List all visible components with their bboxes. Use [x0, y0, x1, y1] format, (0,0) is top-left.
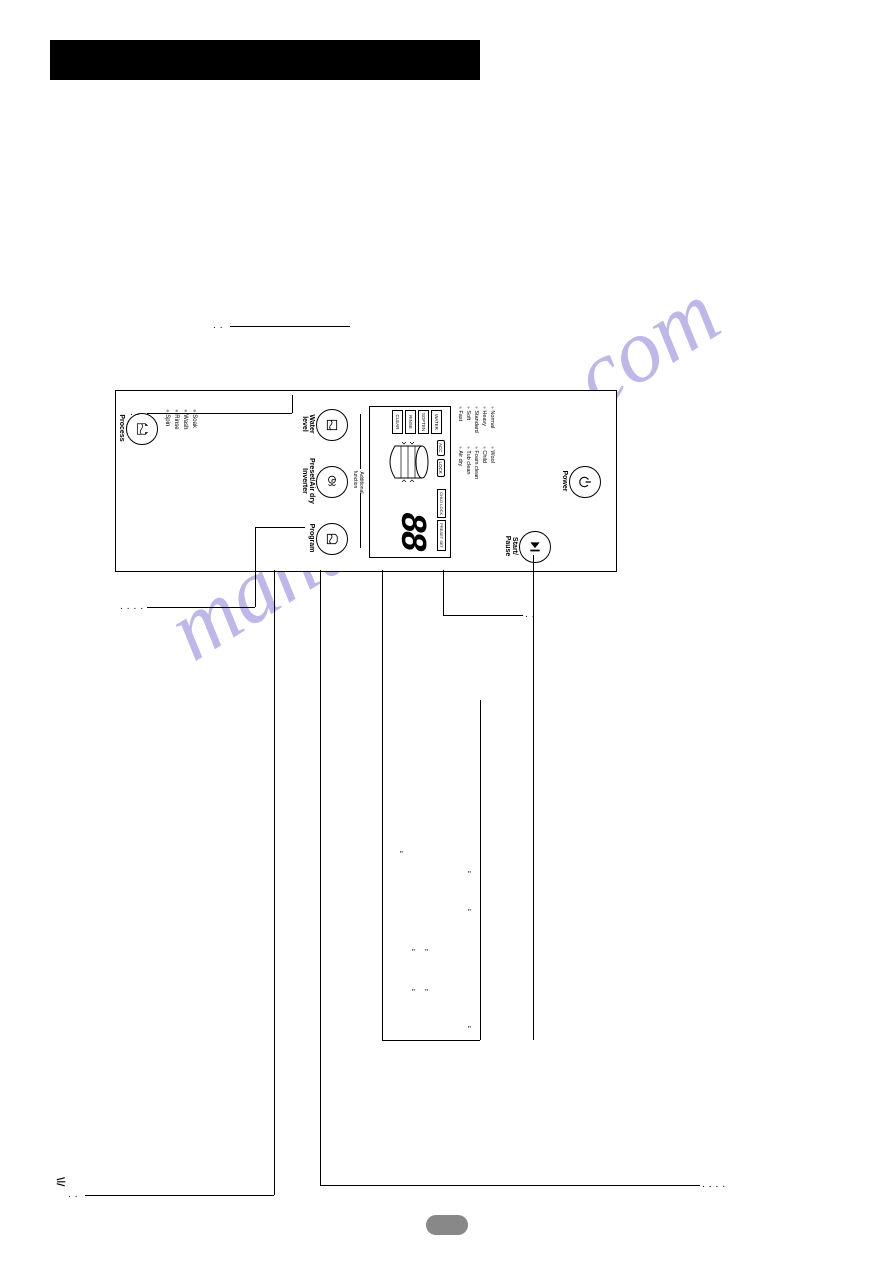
- callout-line: [147, 413, 292, 414]
- preset-airdry-button: [316, 466, 348, 498]
- callout-line: [85, 1195, 274, 1196]
- callout-line: [480, 700, 481, 1040]
- callout-dots: ..: [68, 1189, 82, 1200]
- callout-dots: ..: [525, 609, 539, 620]
- callout-line: [255, 527, 305, 528]
- program-icon: [325, 532, 339, 546]
- callout-dots: ": [468, 1025, 475, 1034]
- callout-line: [443, 570, 444, 615]
- display-screen: WATER SOFTEN RINSE CLEAR ACC LOCK CHLD L…: [369, 406, 451, 558]
- callout-line: [382, 570, 383, 1040]
- start-pause-icon: [528, 540, 542, 554]
- callout-line: [533, 555, 534, 1040]
- power-label: Power: [561, 456, 568, 506]
- preset-icon: [325, 475, 339, 489]
- preset-airdry-label: Preset/Air dry Inverter: [301, 451, 315, 511]
- callout-dots: " ": [412, 988, 432, 997]
- display-top-left: ACC LOCK: [437, 440, 445, 477]
- program-button: [316, 523, 348, 555]
- callout-line: [147, 607, 255, 608]
- callout-dots: ..: [130, 407, 144, 418]
- callout-line: [292, 395, 293, 413]
- callout-line: [274, 570, 275, 1195]
- program-label: Program: [308, 513, 315, 563]
- power-button: [569, 466, 601, 498]
- display-top-right: CHLD LOCK PRESET SET: [437, 489, 446, 551]
- callout-dots: ....: [702, 1179, 729, 1190]
- display-left-labels: WATER SOFTEN RINSE CLEAR: [390, 410, 442, 434]
- water-level-button: [316, 409, 348, 441]
- callout-line: [230, 326, 350, 327]
- note-icon: ⚟: [55, 1175, 68, 1192]
- start-pause-label: Start/ Pause: [504, 521, 518, 571]
- display-digits: 88: [391, 512, 432, 549]
- callout-line: [320, 1185, 700, 1186]
- callout-dots: ....: [120, 601, 147, 612]
- power-icon: [578, 475, 592, 489]
- water-level-label: Water level: [301, 399, 315, 449]
- callout-dots: ": [400, 850, 407, 859]
- callout-line: [320, 570, 321, 1185]
- process-label: Process: [118, 403, 125, 453]
- callout-dots: ..: [213, 320, 227, 331]
- process-icon: [135, 422, 149, 436]
- callout-line: [255, 527, 256, 607]
- callout-line: [382, 1040, 480, 1041]
- water-level-icon: [325, 418, 339, 432]
- program-list: NormalWool HeavyChild StandardFoam clean…: [456, 406, 496, 486]
- start-pause-button: [519, 531, 551, 563]
- callout-dots: ": [468, 908, 475, 917]
- drum-icon: [385, 442, 430, 482]
- control-panel-diagram: Power Start/ Pause NormalWool HeavyChild…: [115, 390, 617, 572]
- callout-line: [443, 615, 523, 616]
- callout-dots: " ": [412, 948, 432, 957]
- additional-function-label: Additional function: [352, 426, 364, 536]
- callout-dots: ": [468, 870, 475, 879]
- header-bar: [50, 40, 480, 80]
- page-number: [426, 1215, 468, 1235]
